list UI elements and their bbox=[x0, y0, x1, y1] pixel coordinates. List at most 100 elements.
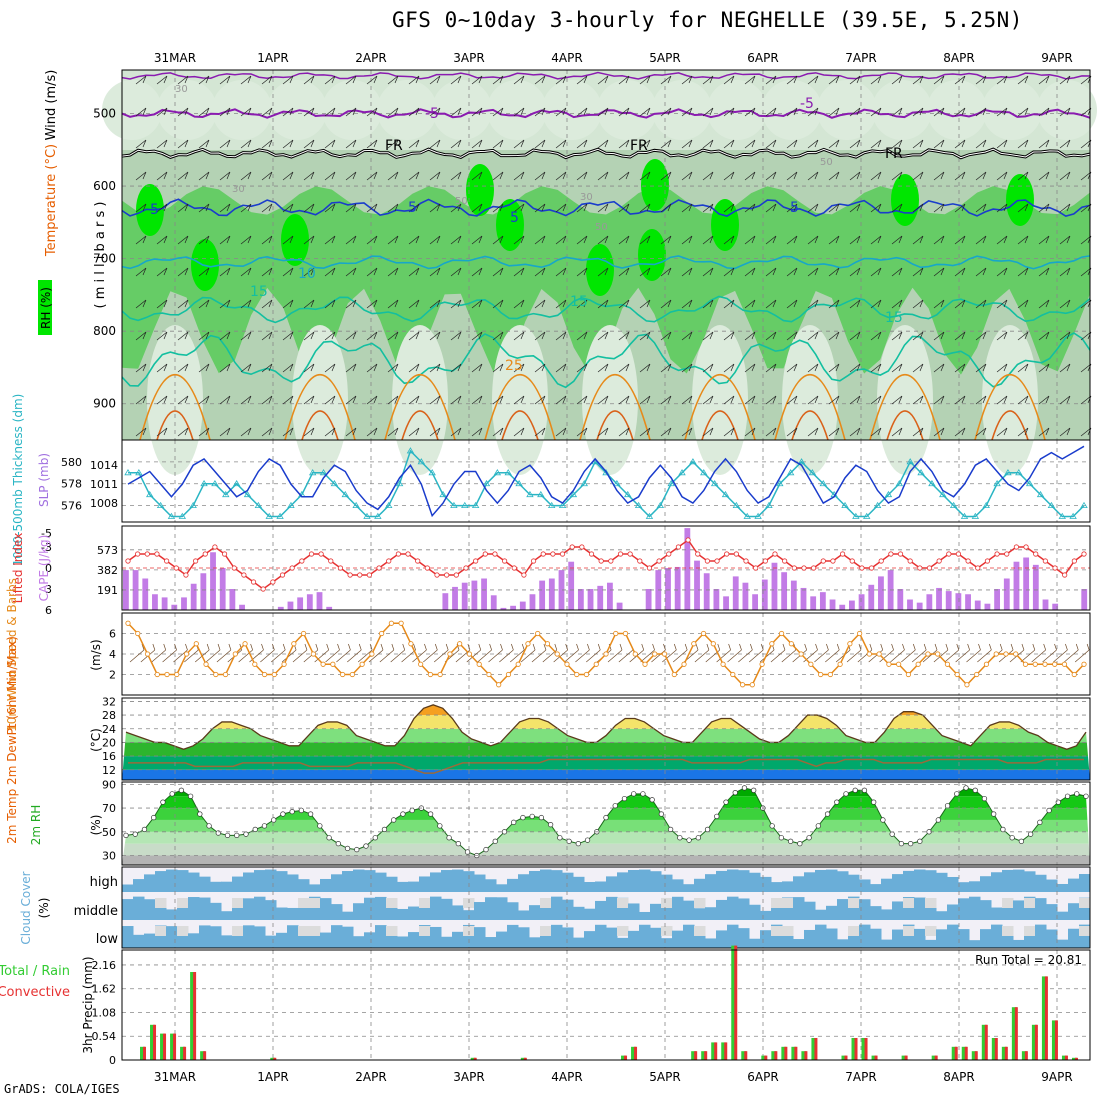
wind-barb bbox=[156, 75, 168, 85]
wind-barb bbox=[954, 331, 966, 341]
wind-barb bbox=[828, 107, 840, 117]
cloud-gap bbox=[419, 926, 431, 936]
wind-barb bbox=[555, 427, 567, 437]
wind-barb bbox=[429, 75, 441, 85]
wind-barb bbox=[345, 235, 357, 245]
cloud-gap bbox=[177, 926, 189, 936]
wind-barb bbox=[450, 299, 462, 309]
thickness-series-point bbox=[417, 458, 426, 465]
cloud-cell bbox=[243, 872, 255, 892]
isotherm-25 bbox=[774, 374, 846, 441]
lifted-index-series-point bbox=[569, 544, 575, 550]
cloud-cell bbox=[507, 902, 519, 920]
cloud-cell bbox=[551, 924, 563, 948]
isotherm-30 bbox=[596, 410, 634, 441]
wind-barb bbox=[891, 331, 903, 341]
wind-barb bbox=[765, 171, 777, 181]
thickness-series-point bbox=[156, 501, 165, 508]
rh-point bbox=[584, 837, 591, 843]
wind-speed-series bbox=[125, 620, 1087, 688]
cloud-gap bbox=[155, 926, 167, 936]
rh-point bbox=[815, 823, 821, 829]
cloud-gap bbox=[1079, 898, 1091, 908]
cloud-cell bbox=[1057, 883, 1069, 892]
li-tick: -3 bbox=[41, 541, 52, 554]
cloud-cell bbox=[925, 939, 937, 948]
wind-barb bbox=[891, 267, 903, 277]
cloud-axis-label: Cloud Cover bbox=[19, 871, 33, 944]
wind-barb bbox=[975, 395, 987, 405]
temp-tick: 32 bbox=[102, 695, 116, 708]
thickness-series-point bbox=[406, 447, 415, 454]
precip-total-bar bbox=[180, 1046, 186, 1060]
lifted-index-series-point bbox=[868, 565, 875, 571]
cloud-cell bbox=[254, 896, 266, 920]
cloud-cell bbox=[331, 904, 343, 920]
wind-barb bbox=[324, 171, 336, 181]
cloud-gap bbox=[925, 898, 937, 908]
wind-speed-series-point bbox=[447, 651, 453, 657]
cloud-cell bbox=[782, 897, 794, 920]
cloud-cell bbox=[276, 871, 288, 892]
cloud-cell bbox=[342, 926, 354, 948]
wind-barb bbox=[324, 235, 336, 245]
surface-wind-barb bbox=[1031, 643, 1047, 663]
wind-barb bbox=[492, 139, 504, 149]
cloud-cell bbox=[650, 903, 662, 920]
precip-total-bar bbox=[731, 945, 737, 1060]
wind-barb bbox=[744, 299, 756, 309]
thickness-series-point bbox=[841, 501, 849, 508]
rh-pale-column bbox=[877, 325, 933, 475]
precip-total-bar bbox=[971, 1051, 977, 1060]
wind-barb bbox=[366, 363, 378, 373]
wind-barb bbox=[597, 107, 609, 117]
wind-barb bbox=[177, 203, 189, 213]
wind-speed-series-point bbox=[457, 641, 463, 647]
rh-dark-blob bbox=[638, 229, 666, 281]
wind-speed-series-point bbox=[769, 641, 775, 647]
temp-tick: 24 bbox=[102, 723, 116, 736]
lifted-index-series-point bbox=[386, 558, 392, 564]
cloud-cell bbox=[837, 939, 849, 948]
wind-barb bbox=[639, 267, 651, 277]
lifted-index-series-point bbox=[791, 565, 797, 571]
wind-barb bbox=[471, 395, 483, 405]
cape-bar bbox=[152, 594, 158, 610]
cloud-cell bbox=[287, 907, 299, 920]
surface-wind-barb bbox=[347, 643, 362, 663]
wind-barb bbox=[261, 235, 273, 245]
cloud-cell bbox=[199, 876, 211, 892]
cloud-cell bbox=[188, 933, 200, 948]
cape-bar bbox=[781, 572, 788, 610]
wind-speed-series-point bbox=[1042, 661, 1048, 667]
lifted-index-series-point bbox=[830, 558, 836, 564]
cloud-cell bbox=[617, 937, 629, 948]
wind-barb bbox=[429, 427, 441, 437]
wind-speed-series-point bbox=[291, 641, 297, 647]
wind-speed-series-point bbox=[1032, 661, 1038, 667]
wind-barb bbox=[702, 139, 714, 149]
wind-speed-series-point bbox=[300, 630, 307, 637]
wind-barb bbox=[870, 363, 882, 373]
cloud-cell bbox=[540, 898, 552, 920]
wind-barb bbox=[471, 427, 483, 437]
cloud-cell bbox=[397, 908, 409, 920]
cloud-cell bbox=[760, 876, 772, 892]
surface-wind-barb bbox=[564, 643, 579, 663]
cloud-cell bbox=[573, 906, 585, 920]
lifted-index-series-point bbox=[946, 551, 952, 557]
date-label-bottom: 9APR bbox=[1041, 1070, 1072, 1084]
wind-barb bbox=[723, 203, 735, 213]
wind-barb bbox=[135, 427, 147, 437]
wind-barb bbox=[1059, 299, 1071, 309]
wind-barb bbox=[933, 171, 945, 181]
cape-bar bbox=[461, 582, 468, 610]
cloud-gap bbox=[661, 926, 673, 936]
cloud-cell bbox=[925, 870, 937, 892]
rh-point bbox=[621, 795, 628, 802]
rh-point bbox=[335, 841, 341, 847]
li-tick: 3 bbox=[45, 583, 52, 596]
precip-conv-bar bbox=[804, 1051, 808, 1060]
wind-barb bbox=[639, 235, 651, 245]
pressure-axis-label: ( m i l l i b a r s ) bbox=[93, 202, 108, 309]
